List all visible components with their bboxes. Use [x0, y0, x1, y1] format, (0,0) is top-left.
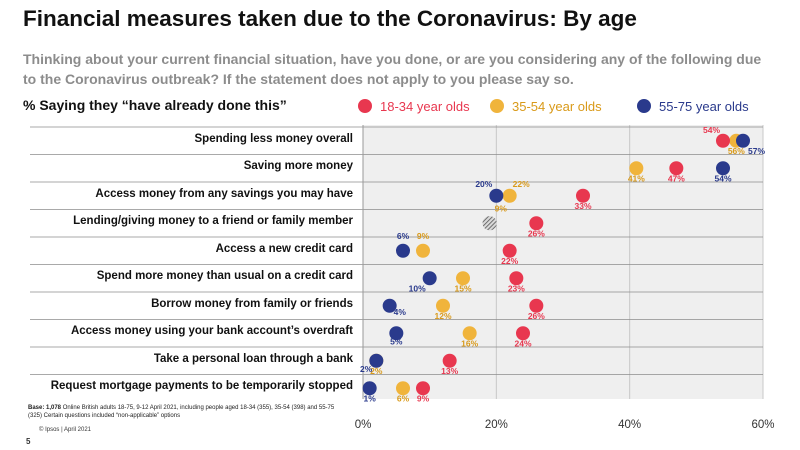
value-label: 33% [574, 201, 591, 211]
value-label: 54% [714, 173, 731, 183]
legend-item-55-75: 55-75 year olds [637, 96, 749, 116]
dot-marker-35-54 [502, 188, 517, 203]
dot-marker-18-34 [442, 353, 457, 368]
legend-item-35-54: 35-54 year olds [490, 96, 602, 116]
dot-marker-18-34 [716, 133, 730, 148]
measure-label: % Saying they “have already done this” [23, 97, 287, 113]
dot-marker-35-54 [629, 161, 644, 176]
value-label: 4% [394, 307, 407, 317]
value-label: 56% [728, 146, 745, 156]
dot-marker-55-75 [482, 216, 497, 231]
legend-dot-icon [358, 99, 372, 113]
dot-marker-18-34 [529, 216, 544, 231]
value-label: 26% [528, 228, 545, 238]
value-label: 1% [364, 393, 377, 403]
dot-marker-35-54 [462, 326, 477, 341]
x-tick-label: 40% [618, 419, 641, 431]
dot-marker-18-34 [502, 243, 517, 258]
dot-marker-35-54 [396, 381, 410, 396]
value-label: 22% [513, 179, 530, 189]
dot-marker-55-75 [716, 161, 730, 176]
footnote: Base: 1,078 Online British adults 18-75,… [28, 404, 348, 420]
dot-marker-55-75 [382, 298, 397, 313]
value-label: 47% [668, 173, 685, 183]
category-label: Borrow money from family or friends [151, 297, 353, 310]
value-label: 24% [514, 338, 531, 348]
value-label: 2% [360, 364, 373, 374]
dot-marker-55-75 [362, 381, 377, 396]
dot-marker-55-75 [389, 326, 404, 341]
x-tick-label: 0% [355, 419, 372, 431]
value-label: 6% [397, 393, 410, 403]
category-label: Access money using your bank account’s o… [70, 325, 353, 338]
page-title: Financial measures taken due to the Coro… [23, 6, 637, 31]
value-label: 20% [475, 179, 492, 189]
x-tick-label: 20% [485, 419, 508, 431]
legend-label-35-54: 35-54 year olds [512, 98, 602, 114]
value-label: 10% [409, 283, 426, 293]
dot-marker-55-75 [369, 353, 384, 368]
dot-marker-35-54 [416, 243, 430, 258]
category-label: Lending/giving money to a friend or fami… [73, 215, 353, 228]
dot-marker-18-34 [529, 298, 544, 313]
category-label: Access a new credit card [215, 242, 353, 255]
category-label: Take a personal loan through a bank [153, 352, 353, 365]
dot-marker-18-34 [509, 271, 524, 286]
dot-marker-18-34 [416, 381, 430, 396]
dot-marker-18-34 [516, 326, 530, 341]
value-label: 26% [528, 311, 545, 321]
plot-area [363, 125, 763, 399]
dot-marker-55-75 [489, 188, 504, 203]
page-number: 5 [26, 437, 31, 446]
dot-marker-18-34 [669, 161, 684, 176]
value-label: 12% [434, 311, 451, 321]
value-label: 2% [370, 366, 383, 376]
category-label: Spending less money overall [194, 132, 354, 145]
dot-marker-55-75 [422, 271, 437, 286]
legend-item-18-34: 18-34 year olds [358, 96, 470, 116]
value-label: 9% [417, 393, 430, 403]
dot-marker-55-75 [396, 243, 410, 258]
footnote-text: Online British adults 18-75, 9-12 April … [28, 405, 335, 419]
value-label: 54% [703, 125, 720, 135]
value-label: 57% [748, 146, 765, 156]
dot-marker-18-34 [576, 188, 590, 203]
legend-label-55-75: 55-75 year olds [659, 98, 749, 114]
dot-marker-35-54 [436, 298, 450, 313]
legend-label-18-34: 18-34 year olds [380, 98, 470, 114]
legend-dot-icon [490, 99, 504, 113]
category-label: Access money from any savings you may ha… [95, 187, 353, 200]
value-label: 41% [628, 173, 645, 183]
question-subtitle: Thinking about your current financial si… [23, 51, 762, 87]
value-label: 6% [397, 231, 410, 241]
legend-dot-icon [637, 99, 651, 113]
value-label: 15% [454, 283, 471, 293]
value-label: 23% [508, 283, 525, 293]
x-tick-label: 60% [751, 419, 774, 431]
value-label: 22% [501, 256, 518, 266]
value-label: 5% [390, 336, 403, 346]
value-label: 9% [495, 203, 508, 213]
footnote-base: Base: 1,078 [28, 405, 62, 411]
dot-marker-55-75 [736, 133, 750, 148]
copyright: © Ipsos | April 2021 [39, 427, 92, 433]
category-label: Spend more money than usual on a credit … [96, 270, 353, 283]
value-label: 16% [461, 338, 478, 348]
dot-marker-35-54 [456, 271, 470, 286]
value-label: 9% [417, 231, 430, 241]
value-label: 13% [441, 366, 458, 376]
category-label: Request mortgage payments to be temporar… [50, 380, 353, 393]
category-label: Saving more money [243, 160, 353, 173]
